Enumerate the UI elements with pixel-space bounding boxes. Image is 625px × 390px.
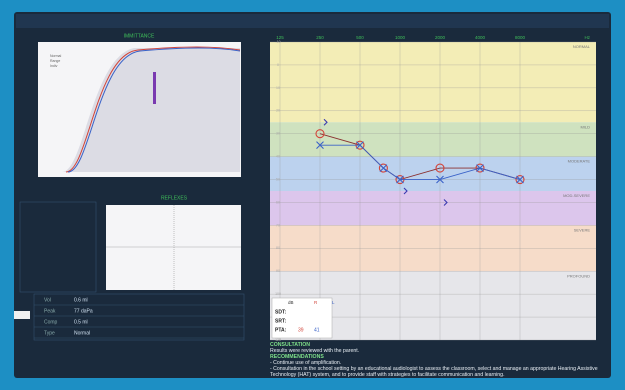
- y-tick-label: 30: [276, 132, 280, 136]
- y-tick-label: 100: [275, 292, 281, 296]
- tymp-legend: Normal: [50, 54, 62, 58]
- left-ear-mark: [356, 141, 364, 150]
- x-axis-label: Hz: [585, 35, 591, 40]
- y-tick-label: -10: [275, 40, 280, 44]
- recommendations-title: RECOMMENDATIONS: [270, 354, 324, 360]
- band-label: SEVERE: [574, 227, 591, 232]
- tymp-table: [33, 293, 245, 341]
- normal-range: [62, 48, 240, 172]
- x-tick-label: 250: [316, 35, 324, 40]
- legend-box: [271, 297, 333, 339]
- left-ear-mark: [476, 164, 484, 172]
- y-tick-label: 60: [276, 200, 280, 204]
- recommendation: - Consultation in the school setting by …: [270, 366, 598, 378]
- legend-header: R: [314, 300, 318, 305]
- legend-value: 41: [314, 327, 320, 333]
- notes: CONSULTATION Results were reviewed with …: [270, 342, 605, 378]
- consultation-text: Results were reviewed with the parent.: [270, 348, 360, 354]
- table-cell: 77 daPa: [74, 308, 93, 314]
- legend-label: SDT:: [275, 309, 286, 315]
- recommendation: - Continue use of amplification.: [270, 360, 342, 366]
- y-tick-label: 20: [276, 109, 280, 113]
- left-ear-mark: [516, 175, 524, 184]
- table-cell: Comp: [44, 319, 58, 325]
- right-ear-mark: [378, 163, 388, 173]
- reflex-panel: [106, 205, 241, 290]
- severity-band: [270, 191, 596, 226]
- legend-header: L: [332, 300, 335, 305]
- legend-value: 39: [298, 327, 304, 333]
- band-label: MOD-SEVERE: [563, 193, 590, 198]
- left-ear-mark: [379, 164, 388, 172]
- tymp-legend: Range: [50, 59, 60, 63]
- tymp-curve-left: [67, 47, 241, 173]
- x-tick-label: 500: [356, 35, 364, 40]
- x-tick-label: 8000: [515, 35, 526, 40]
- y-tick-label: 90: [276, 269, 280, 273]
- y-tick-label: 80: [276, 246, 280, 250]
- y-tick-label: 0: [277, 63, 279, 67]
- bone-mark: [403, 187, 408, 195]
- left-ear-mark: [436, 175, 444, 184]
- legend-label: SRT:: [275, 318, 286, 324]
- table-cell: 0.6 ml: [74, 297, 88, 303]
- legend-label: PTA:: [275, 327, 287, 333]
- x-tick-label: 125: [276, 35, 284, 40]
- right-ear-mark: [435, 163, 445, 173]
- header-bar: [16, 14, 609, 28]
- y-tick-label: 120: [275, 338, 281, 342]
- severity-band: [270, 122, 596, 157]
- severity-band: [270, 156, 596, 191]
- y-tick-label: 70: [276, 223, 280, 227]
- x-tick-label: 4000: [475, 35, 486, 40]
- tymp-title: IMMITTANCE: [124, 33, 155, 39]
- screen-drawing: IMMITTANCE Normal Range Indiv REFLEXES V…: [14, 14, 609, 342]
- band-label: MILD: [580, 124, 590, 129]
- table-cell: Vol: [44, 297, 51, 303]
- tymp-curve-right: [65, 46, 241, 173]
- band-label: MODERATE: [568, 159, 591, 164]
- left-ear-mark: [396, 175, 404, 184]
- table-cell: Type: [44, 330, 55, 336]
- band-label: NORMAL: [573, 44, 591, 49]
- tymp-peak: [153, 72, 156, 104]
- selector: [14, 311, 30, 319]
- table-cell: Normal: [74, 330, 90, 336]
- right-ear-mark: [315, 129, 325, 139]
- y-tick-label: 10: [276, 86, 280, 90]
- x-tick-label: 1000: [395, 35, 406, 40]
- right-ear-mark: [515, 174, 525, 185]
- x-tick-label: 2000: [435, 35, 446, 40]
- table-cell: 0.5 ml: [74, 319, 88, 325]
- screen: IMMITTANCE Normal Range Indiv REFLEXES V…: [14, 12, 611, 378]
- table-cell: Peak: [44, 308, 56, 314]
- left-ear-mark: [316, 141, 324, 150]
- bone-mark: [323, 118, 328, 126]
- y-tick-label: 50: [276, 177, 280, 181]
- legend-header: dB: [288, 300, 294, 305]
- reflex-title: REFLEXES: [161, 195, 188, 201]
- bone-mark: [443, 199, 448, 206]
- tymp-legend: Indiv: [50, 64, 58, 68]
- band-label: PROFOUND: [567, 273, 590, 278]
- y-tick-label: 40: [276, 155, 280, 159]
- right-ear-mark: [475, 163, 485, 173]
- severity-band: [270, 42, 596, 123]
- consultation-title: CONSULTATION: [270, 342, 311, 348]
- reflex-table: [19, 201, 97, 293]
